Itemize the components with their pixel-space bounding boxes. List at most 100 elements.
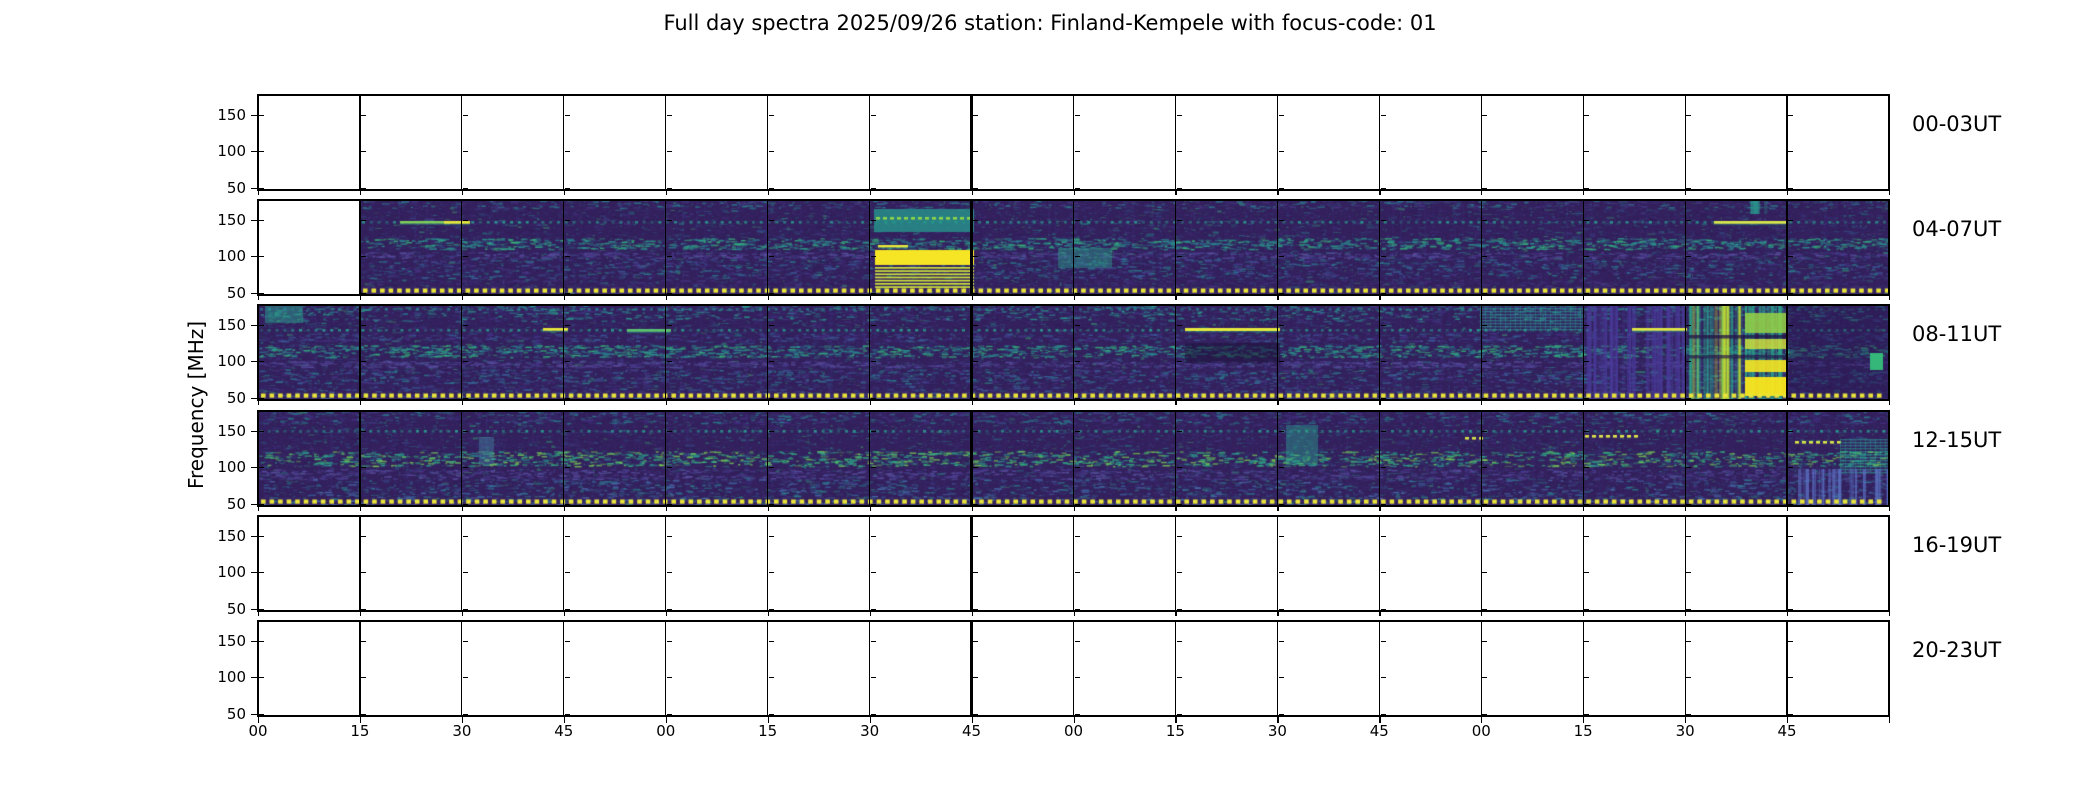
y-tick-mark-inner <box>666 572 672 574</box>
y-tick-mark-inner <box>1074 535 1080 537</box>
panel-grid-line <box>970 516 974 611</box>
y-tick-label: 50 <box>226 599 246 618</box>
panel-grid-line <box>359 95 361 190</box>
x-tick-mark <box>1379 401 1381 405</box>
y-tick-mark-inner <box>1074 397 1080 399</box>
x-tick-mark <box>359 717 362 723</box>
y-tick-mark-inner <box>1176 608 1182 610</box>
y-tick-mark-inner <box>565 219 570 221</box>
x-tick-mark <box>1073 401 1075 405</box>
y-tick-mark-inner <box>1278 677 1284 679</box>
panel-grid-line <box>1378 621 1380 716</box>
y-tick-mark-inner <box>361 219 367 221</box>
y-tick-mark-inner <box>463 187 469 189</box>
y-tick-mark-inner <box>768 187 774 189</box>
y-tick-mark-inner <box>565 713 570 715</box>
y-tick-mark-inner <box>666 151 672 153</box>
y-tick-mark-inner <box>1788 677 1794 679</box>
y-tick-mark-inner <box>1278 187 1284 189</box>
x-tick-mark <box>767 401 769 405</box>
y-tick-mark-inner <box>1176 677 1182 679</box>
panel-grid-line <box>869 411 871 506</box>
y-tick-mark-inner <box>361 151 367 153</box>
x-tick-mark <box>665 612 667 616</box>
panel-grid-line <box>1378 95 1380 190</box>
panel-border-top <box>257 304 1890 306</box>
y-tick-mark-inner <box>1788 219 1794 221</box>
y-tick-mark-inner <box>1176 292 1182 294</box>
y-tick-mark-inner <box>1482 713 1488 715</box>
y-tick-mark-inner <box>768 535 774 537</box>
y-tick-mark-inner <box>1584 608 1590 610</box>
x-tick-mark <box>359 296 362 300</box>
y-tick-mark-inner <box>1380 430 1386 432</box>
x-tick-mark <box>1787 717 1789 723</box>
x-tick-mark <box>1175 191 1177 195</box>
x-tick-mark <box>1277 296 1279 300</box>
x-tick-mark <box>1277 191 1279 195</box>
y-tick-mark-inner <box>1278 292 1284 294</box>
y-tick-mark-inner <box>768 324 774 326</box>
y-tick-mark-inner <box>1380 361 1386 363</box>
x-tick-mark <box>869 401 871 405</box>
y-tick-mark-inner <box>1788 151 1794 153</box>
y-tick-mark-inner <box>1584 713 1590 715</box>
x-tick-mark <box>258 191 260 195</box>
panel-border-top <box>257 515 1890 517</box>
y-tick-mark-inner <box>972 503 978 505</box>
x-tick-mark <box>1583 191 1585 195</box>
y-tick-mark-inner <box>1176 535 1182 537</box>
x-tick-mark <box>1073 296 1075 300</box>
y-tick-mark-inner <box>565 324 570 326</box>
y-tick-mark-inner <box>1788 397 1794 399</box>
x-tick-mark <box>1889 507 1891 511</box>
x-tick-mark <box>1889 191 1891 195</box>
y-tick-mark-inner <box>1482 324 1488 326</box>
y-tick-mark-inner <box>463 608 469 610</box>
y-tick-mark-inner <box>463 114 469 116</box>
y-tick-mark-inner <box>259 219 265 221</box>
panel-grid-line <box>359 411 361 506</box>
y-tick-mark-inner <box>1074 713 1080 715</box>
x-tick-mark <box>359 401 362 405</box>
y-tick-mark-inner <box>259 114 265 116</box>
panel-grid-line <box>359 621 361 716</box>
x-tick-mark <box>1787 401 1789 405</box>
y-tick-mark-inner <box>463 219 469 221</box>
y-tick-mark-inner <box>1482 151 1488 153</box>
y-tick-mark-inner <box>463 361 469 363</box>
x-tick-mark <box>869 296 871 300</box>
x-tick-mark <box>1685 191 1687 195</box>
y-tick-mark-inner <box>666 397 672 399</box>
y-tick-mark-inner <box>565 608 570 610</box>
y-tick-mark-inner <box>972 151 978 153</box>
panel-grid-line <box>461 411 463 506</box>
x-tick-mark <box>1481 507 1483 511</box>
y-tick-mark-inner <box>361 467 367 469</box>
x-tick-mark <box>258 296 260 300</box>
panel-grid-line <box>257 621 259 716</box>
panel-grid-line <box>461 305 463 400</box>
y-tick-mark-inner <box>1584 219 1590 221</box>
panel-grid-line <box>1786 411 1788 506</box>
y-tick-mark-inner <box>1176 256 1182 258</box>
y-tick-mark-inner <box>768 640 774 642</box>
panel-grid-line <box>1174 200 1177 295</box>
x-tick-mark <box>563 296 565 300</box>
panel-grid-line <box>563 305 565 400</box>
y-tick-mark-inner <box>972 608 978 610</box>
x-tick-mark <box>665 296 667 300</box>
y-tick-mark <box>251 256 257 258</box>
y-tick-mark-inner <box>870 292 876 294</box>
panel-border-top <box>257 199 1890 201</box>
y-tick-mark-inner <box>972 114 978 116</box>
x-tick-mark <box>1583 401 1585 405</box>
panel-grid-line <box>767 200 769 295</box>
y-tick-mark-inner <box>1686 151 1692 153</box>
y-tick-mark-inner <box>565 361 570 363</box>
y-tick-mark-inner <box>768 114 774 116</box>
panel-grid-line <box>1888 95 1890 190</box>
y-tick-mark-inner <box>1686 430 1692 432</box>
x-tick-label: 30 <box>1675 722 1695 740</box>
